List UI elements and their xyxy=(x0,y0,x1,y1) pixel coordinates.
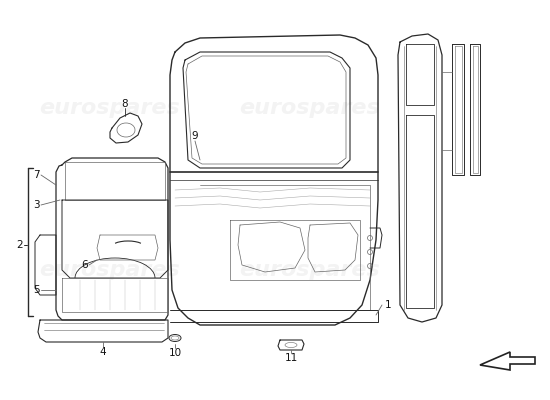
Text: eurospares: eurospares xyxy=(40,98,180,118)
Text: 1: 1 xyxy=(384,300,391,310)
Text: 6: 6 xyxy=(82,260,89,270)
Text: 8: 8 xyxy=(122,99,128,109)
Text: 9: 9 xyxy=(192,131,199,141)
Text: 7: 7 xyxy=(32,170,39,180)
Text: 10: 10 xyxy=(168,348,182,358)
Text: eurospares: eurospares xyxy=(240,260,381,280)
Text: eurospares: eurospares xyxy=(240,98,381,118)
Text: 2: 2 xyxy=(16,240,23,250)
Text: 3: 3 xyxy=(32,200,39,210)
Text: 4: 4 xyxy=(100,347,106,357)
Text: 5: 5 xyxy=(32,285,39,295)
Text: eurospares: eurospares xyxy=(40,260,180,280)
Text: 11: 11 xyxy=(284,353,298,363)
